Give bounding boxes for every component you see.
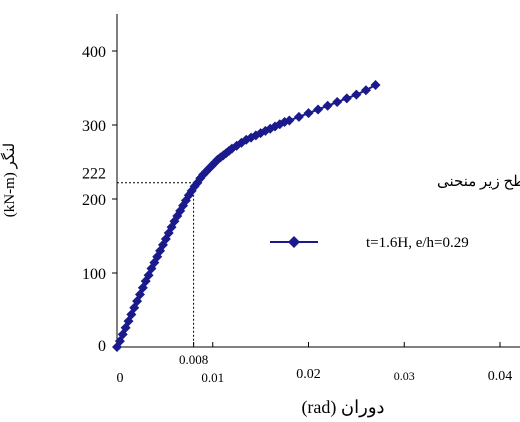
series-group [112, 80, 381, 352]
data-point [322, 100, 333, 111]
x-axis-label: (rad) دوران [301, 397, 384, 418]
series-line [116, 84, 377, 348]
y-tick-label: 100 [82, 266, 106, 283]
data-point [332, 97, 343, 108]
y-tick-label: 400 [82, 44, 106, 61]
data-point [351, 89, 362, 100]
y-axis-label: (kN-m) لنگر [0, 143, 18, 217]
data-point [313, 104, 324, 115]
y-ticks: 0 100 200 222 300 400 [82, 44, 117, 355]
x-tick-label: 0.008 [179, 352, 208, 367]
y-tick-label: 300 [82, 118, 106, 135]
area-annotation: =٦/٨٠٤١ سطح زیر منحنی [437, 174, 520, 190]
x-ticks: 0 0.008 0.01 0.02 0.03 0.04 [117, 342, 513, 386]
data-point [293, 111, 304, 122]
y-tick-label: 0 [98, 338, 106, 355]
y-tick-label: 200 [82, 192, 106, 209]
legend: t=1.6H, e/h=0.29 [270, 235, 469, 251]
x-tick-label: 0.04 [488, 369, 513, 384]
data-point [360, 85, 371, 96]
data-point [370, 80, 381, 91]
data-point [284, 115, 295, 126]
x-tick-label: 0.03 [394, 369, 415, 383]
data-point [303, 108, 314, 119]
data-point [341, 93, 352, 104]
y-tick-label: 222 [82, 166, 106, 183]
legend-marker-diamond [288, 236, 300, 248]
x-tick-label: 0 [117, 371, 124, 386]
x-tick-label: 0.02 [296, 367, 321, 382]
x-tick-label: 0.01 [201, 370, 224, 385]
legend-label: t=1.6H, e/h=0.29 [366, 235, 469, 251]
